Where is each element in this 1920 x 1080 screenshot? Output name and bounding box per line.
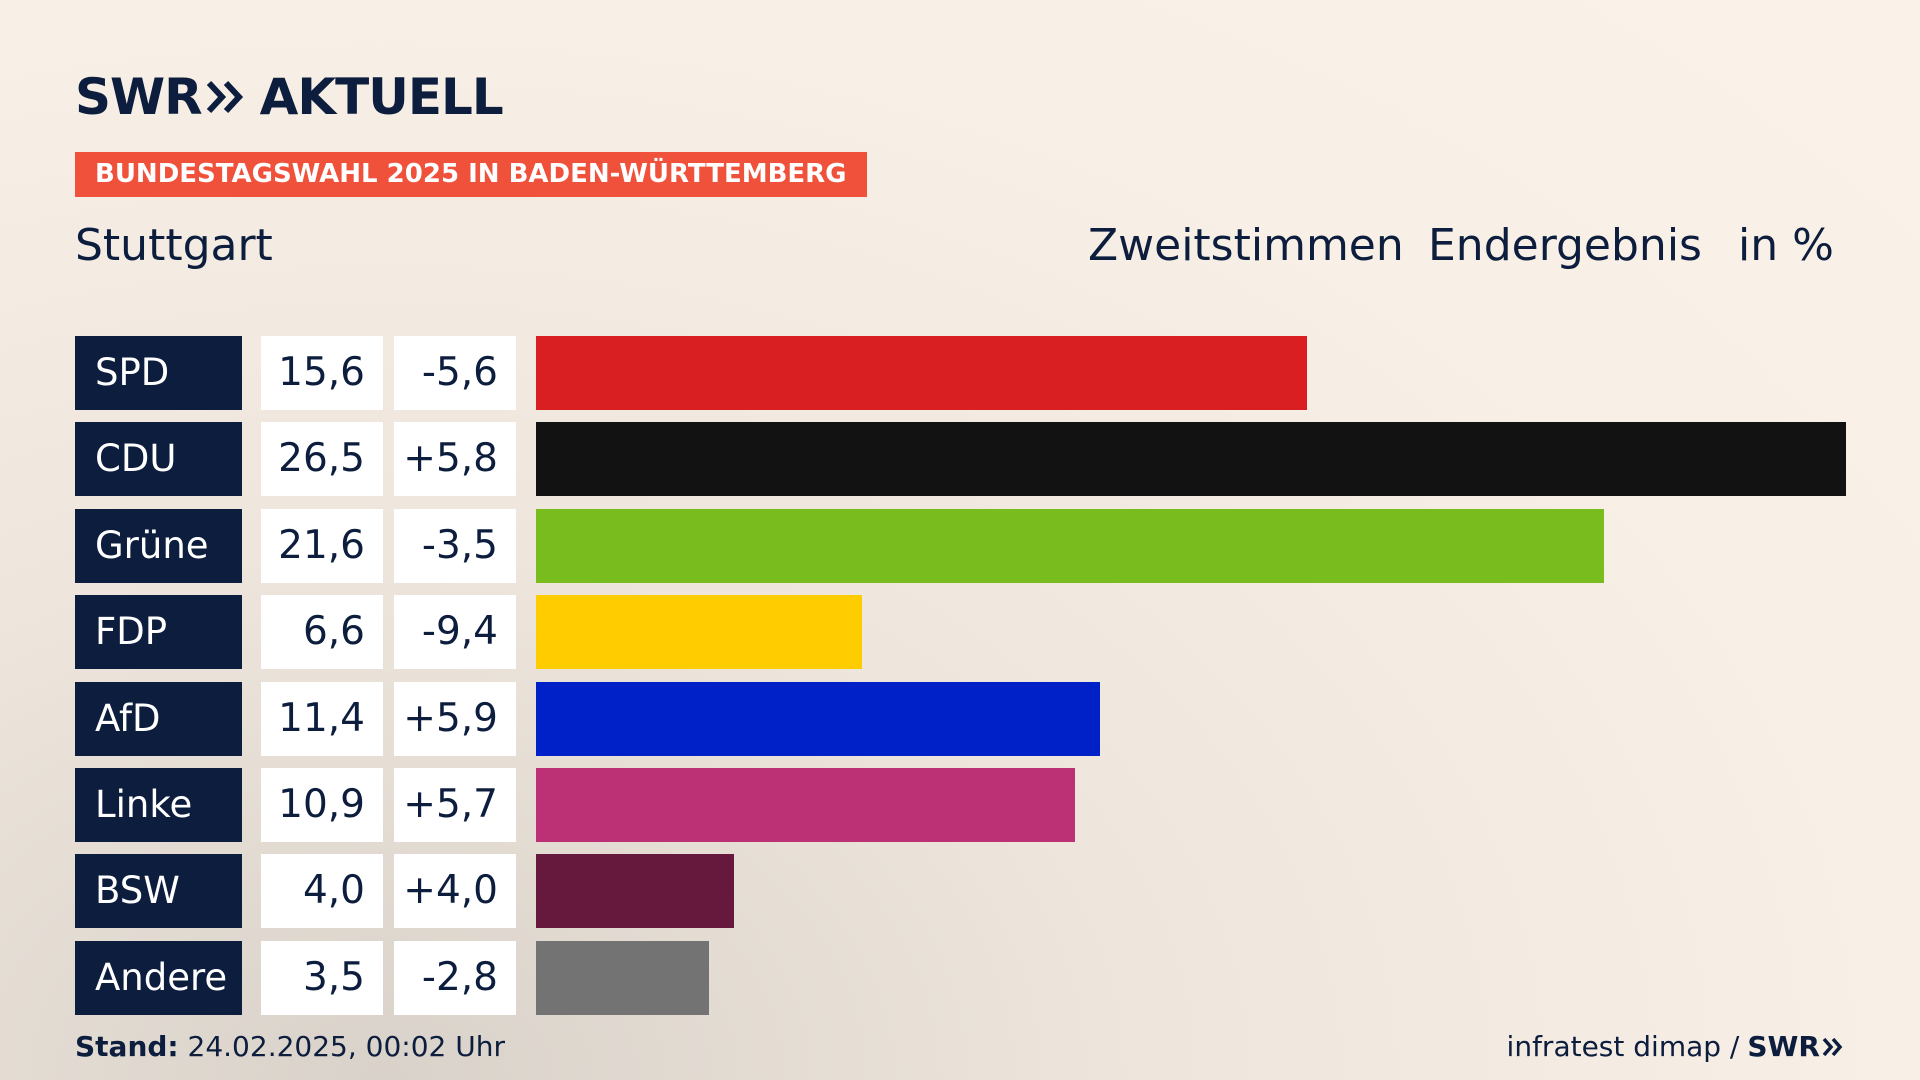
source-credit: infratest dimap / SWR bbox=[1507, 1030, 1844, 1063]
stand-value: 24.02.2025, 00:02 Uhr bbox=[187, 1030, 505, 1063]
vote-type-label: Zweitstimmen bbox=[1088, 220, 1404, 271]
party-label: SPD bbox=[75, 336, 242, 410]
unit-label: in % bbox=[1738, 220, 1834, 271]
result-bar bbox=[536, 422, 1846, 497]
change-value: -9,4 bbox=[394, 595, 516, 670]
change-value: +5,7 bbox=[394, 768, 516, 842]
logo-aktuell-text: AKTUELL bbox=[259, 68, 504, 126]
party-row: BSW 4,0 +4,0 bbox=[75, 854, 1845, 929]
result-status-label: Endergebnis bbox=[1428, 220, 1702, 271]
change-value: -5,6 bbox=[394, 336, 516, 410]
change-value: +4,0 bbox=[394, 854, 516, 929]
vote-share-value: 6,6 bbox=[261, 595, 383, 670]
change-value: +5,9 bbox=[394, 681, 516, 756]
party-label: AfD bbox=[75, 681, 242, 756]
party-label: FDP bbox=[75, 595, 242, 670]
result-bar bbox=[536, 768, 1075, 842]
vote-share-value: 3,5 bbox=[261, 940, 383, 1015]
vote-share-value: 15,6 bbox=[261, 336, 383, 410]
party-label: BSW bbox=[75, 854, 242, 929]
vote-share-value: 4,0 bbox=[261, 854, 383, 929]
election-banner: BUNDESTAGSWAHL 2025 IN BADEN-WÜRTTEMBERG bbox=[75, 152, 867, 197]
swr-small-logo: SWR bbox=[1747, 1030, 1844, 1063]
party-label: CDU bbox=[75, 422, 242, 497]
vote-share-value: 10,9 bbox=[261, 768, 383, 842]
result-bar bbox=[536, 940, 710, 1015]
change-value: -3,5 bbox=[394, 508, 516, 583]
result-bar bbox=[536, 336, 1308, 410]
location-title: Stuttgart bbox=[75, 220, 273, 271]
result-bar bbox=[536, 681, 1100, 756]
party-row: SPD 15,6 -5,6 bbox=[75, 336, 1845, 410]
party-label: Grüne bbox=[75, 508, 242, 583]
vote-share-value: 26,5 bbox=[261, 422, 383, 497]
party-label: Linke bbox=[75, 768, 242, 842]
stand-label: Stand: bbox=[75, 1030, 179, 1063]
change-value: -2,8 bbox=[394, 940, 516, 1015]
party-label: Andere bbox=[75, 940, 242, 1015]
swr-small-text: SWR bbox=[1747, 1030, 1820, 1063]
double-chevron-small-icon bbox=[1822, 1037, 1843, 1056]
result-bar bbox=[536, 854, 734, 929]
result-bar bbox=[536, 508, 1604, 583]
vote-share-value: 21,6 bbox=[261, 508, 383, 583]
party-row: Linke 10,9 +5,7 bbox=[75, 768, 1845, 842]
vote-share-value: 11,4 bbox=[261, 681, 383, 756]
change-value: +5,8 bbox=[394, 422, 516, 497]
logo-swr-text: SWR bbox=[75, 68, 203, 126]
party-row: CDU 26,5 +5,8 bbox=[75, 422, 1846, 497]
swr-aktuell-logo: SWR AKTUELL bbox=[75, 68, 504, 126]
party-row: Grüne 21,6 -3,5 bbox=[75, 508, 1845, 583]
timestamp: Stand: 24.02.2025, 00:02 Uhr bbox=[75, 1030, 505, 1063]
result-bar bbox=[536, 595, 863, 670]
party-row: AfD 11,4 +5,9 bbox=[75, 681, 1845, 756]
party-row: Andere 3,5 -2,8 bbox=[75, 940, 1845, 1015]
party-row: FDP 6,6 -9,4 bbox=[75, 595, 1845, 670]
double-chevron-icon bbox=[206, 68, 246, 126]
source-text: infratest dimap / bbox=[1506, 1030, 1740, 1063]
